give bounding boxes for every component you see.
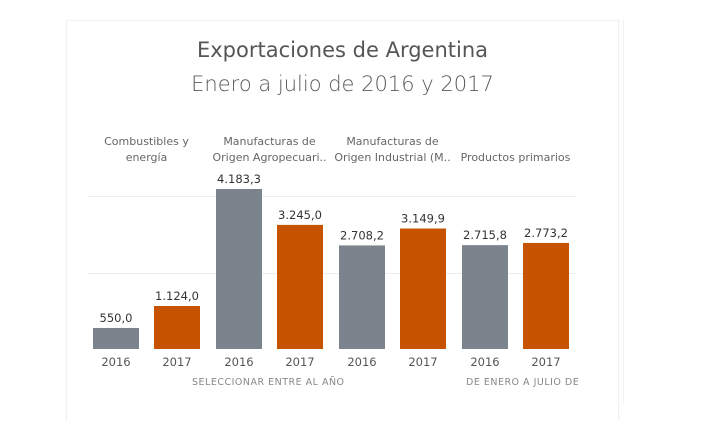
bar-chart: Combustibles y energía 550,0 2016 1.124,0 201… xyxy=(87,135,576,369)
data-label: 3.245,0 xyxy=(278,208,322,222)
divider xyxy=(623,20,624,402)
bar-2016 xyxy=(93,327,139,349)
x-tick-label: 2017 xyxy=(531,355,560,369)
category-label: Manufacturas de xyxy=(346,135,439,148)
x-tick-label: 2016 xyxy=(470,355,499,369)
bar-2017 xyxy=(277,224,323,349)
x-tick-label: 2016 xyxy=(347,355,376,369)
data-label: 4.183,3 xyxy=(217,172,261,186)
bar-2017 xyxy=(154,306,200,349)
x-tick-label: 2016 xyxy=(224,355,253,369)
footer-left-text: SELECCIONAR ENTRE AL AÑO xyxy=(192,377,345,388)
category-label: Origen Agropecuari.. xyxy=(212,151,326,164)
x-tick-label: 2017 xyxy=(285,355,314,369)
data-label: 3.149,9 xyxy=(401,212,445,226)
chart-subtitle: Enero a julio de 2016 y 2017 xyxy=(191,72,494,96)
bar-2016 xyxy=(339,245,385,349)
category-label: Combustibles y xyxy=(104,135,189,148)
bar-2016 xyxy=(462,245,508,349)
category-label: Manufacturas de xyxy=(223,135,316,148)
bar-2017 xyxy=(523,242,569,349)
x-tick-label: 2017 xyxy=(408,355,437,369)
data-label: 1.124,0 xyxy=(155,289,199,303)
chart-card: Exportaciones de Argentina Enero a julio… xyxy=(66,20,619,421)
bar-2017 xyxy=(400,228,446,349)
x-tick-label: 2016 xyxy=(101,355,130,369)
category-label: energía xyxy=(126,151,168,164)
data-label: 2.715,8 xyxy=(463,228,507,242)
category-label: Origen Industrial (M.. xyxy=(334,151,450,164)
bar-2016 xyxy=(216,189,262,349)
data-label: 2.708,2 xyxy=(340,228,384,242)
x-tick-label: 2017 xyxy=(162,355,191,369)
chart-title: Exportaciones de Argentina xyxy=(196,38,489,62)
data-label: 2.773,2 xyxy=(524,226,568,240)
category-label: Productos primarios xyxy=(461,151,571,164)
data-label: 550,0 xyxy=(100,311,133,325)
footer-right-text: DE ENERO A JULIO DE xyxy=(466,377,580,388)
